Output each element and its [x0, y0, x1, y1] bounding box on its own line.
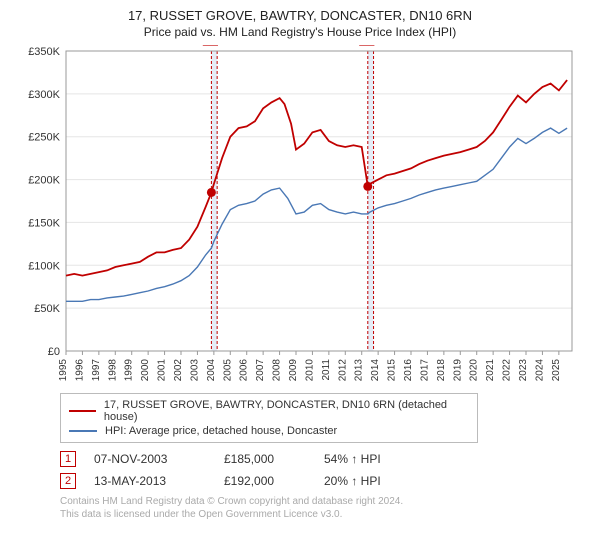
titles: 17, RUSSET GROVE, BAWTRY, DONCASTER, DN1…	[16, 8, 584, 39]
svg-text:2015: 2015	[387, 359, 398, 382]
svg-text:2007: 2007	[255, 359, 266, 382]
svg-text:2001: 2001	[157, 359, 168, 382]
svg-text:£350K: £350K	[28, 46, 60, 58]
chart-container: 17, RUSSET GROVE, BAWTRY, DONCASTER, DN1…	[0, 0, 600, 560]
chart-svg: £0 £50K £100K £150K £200K £250K £300K £350K 1995…	[18, 45, 578, 385]
footer-line: Contains HM Land Registry data © Crown c…	[60, 495, 584, 508]
sale-price: £185,000	[224, 452, 324, 466]
legend-swatch-red	[69, 410, 96, 412]
svg-text:2014: 2014	[370, 359, 381, 382]
sale-delta: 20% ↑ HPI	[324, 474, 444, 488]
svg-text:1996: 1996	[74, 359, 85, 382]
svg-text:2013: 2013	[354, 359, 365, 382]
sales-list: 1 07-NOV-2003 £185,000 54% ↑ HPI 2 13-MA…	[60, 451, 584, 489]
svg-text:2010: 2010	[304, 359, 315, 382]
svg-text:1998: 1998	[107, 359, 118, 382]
sale-row: 1 07-NOV-2003 £185,000 54% ↑ HPI	[60, 451, 584, 467]
svg-text:1995: 1995	[58, 359, 69, 382]
svg-text:£0: £0	[48, 346, 60, 358]
svg-text:2006: 2006	[239, 359, 250, 382]
svg-text:2020: 2020	[469, 359, 480, 382]
sale-date: 07-NOV-2003	[94, 452, 224, 466]
sale-marker: 2	[60, 473, 76, 489]
svg-text:£250K: £250K	[28, 132, 60, 144]
legend-label-hpi: HPI: Average price, detached house, Donc…	[105, 425, 337, 437]
svg-text:2004: 2004	[206, 359, 217, 382]
chart-title: 17, RUSSET GROVE, BAWTRY, DONCASTER, DN1…	[16, 8, 584, 23]
svg-text:2000: 2000	[140, 359, 151, 382]
plot-area: £0 £50K £100K £150K £200K £250K £300K £350K 1995…	[18, 45, 578, 385]
attribution-footer: Contains HM Land Registry data © Crown c…	[60, 495, 584, 521]
svg-text:2019: 2019	[452, 359, 463, 382]
legend-label-property: 17, RUSSET GROVE, BAWTRY, DONCASTER, DN1…	[104, 399, 469, 423]
sale-row: 2 13-MAY-2013 £192,000 20% ↑ HPI	[60, 473, 584, 489]
svg-text:2022: 2022	[502, 359, 513, 382]
sale-price: £192,000	[224, 474, 324, 488]
sale-marker: 1	[60, 451, 76, 467]
svg-text:1997: 1997	[91, 359, 102, 382]
svg-text:2005: 2005	[222, 359, 233, 382]
svg-text:2003: 2003	[189, 359, 200, 382]
svg-text:2016: 2016	[403, 359, 414, 382]
chart-subtitle: Price paid vs. HM Land Registry's House …	[16, 25, 584, 39]
sale-date: 13-MAY-2013	[94, 474, 224, 488]
svg-text:2021: 2021	[485, 359, 496, 382]
legend-item-hpi: HPI: Average price, detached house, Donc…	[69, 424, 469, 438]
svg-text:2018: 2018	[436, 359, 447, 382]
svg-text:2009: 2009	[288, 359, 299, 382]
svg-text:£50K: £50K	[34, 303, 60, 315]
sale-delta: 54% ↑ HPI	[324, 452, 444, 466]
legend-swatch-blue	[69, 430, 97, 432]
svg-text:2017: 2017	[419, 359, 430, 382]
svg-text:2008: 2008	[272, 359, 283, 382]
svg-text:1999: 1999	[124, 359, 135, 382]
svg-text:2025: 2025	[551, 359, 562, 382]
legend: 17, RUSSET GROVE, BAWTRY, DONCASTER, DN1…	[60, 393, 478, 443]
legend-item-property: 17, RUSSET GROVE, BAWTRY, DONCASTER, DN1…	[69, 398, 469, 424]
svg-text:2024: 2024	[534, 359, 545, 382]
svg-text:2011: 2011	[321, 359, 332, 381]
svg-text:£100K: £100K	[28, 260, 60, 272]
svg-text:2023: 2023	[518, 359, 529, 382]
svg-text:£300K: £300K	[28, 89, 60, 101]
footer-line: This data is licensed under the Open Gov…	[60, 508, 584, 521]
svg-text:2012: 2012	[337, 359, 348, 382]
svg-text:£200K: £200K	[28, 175, 60, 187]
svg-text:2002: 2002	[173, 359, 184, 382]
svg-text:£150K: £150K	[28, 217, 60, 229]
